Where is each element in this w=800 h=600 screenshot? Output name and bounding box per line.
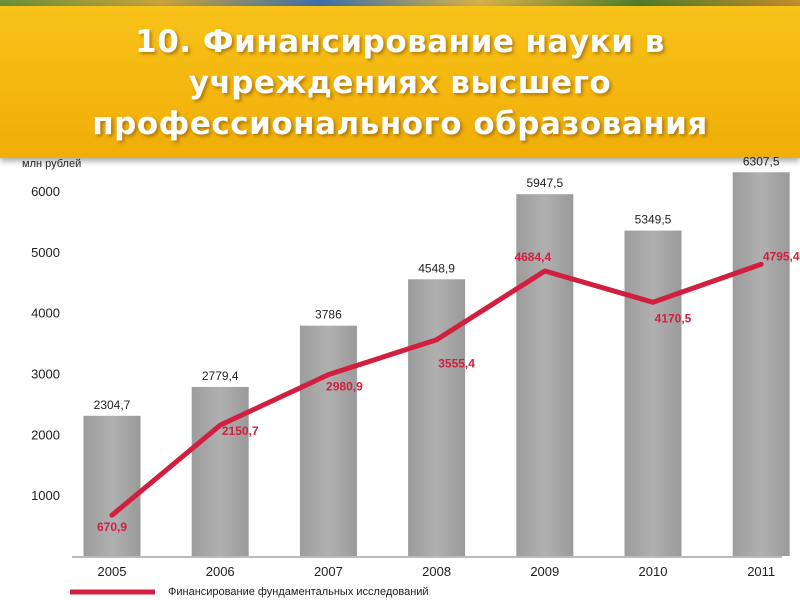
x-tick-label-2006: 2006 (206, 564, 235, 579)
axes-group: млн рублей 1000 2000 3000 4000 5000 6000 2005 20… (22, 158, 782, 579)
y-axis-label: млн рублей (22, 158, 81, 170)
bar-value-label-2006: 2779,4 (202, 369, 239, 383)
funding-chart: 2304,7 2779,4 3786 4548,9 5947,5 5349,5 6307,5… (22, 154, 800, 598)
y-tick-label-6000: 6000 (31, 184, 60, 199)
x-tick-label-2005: 2005 (98, 564, 127, 579)
decorative-top-strip (0, 0, 800, 10)
line-value-label-2010: 4170,5 (655, 311, 692, 325)
line-labels-group: 670,9 2150,7 2980,9 3555,4 4684,4 4170,5 4795,… (97, 249, 800, 534)
bar-2009 (516, 194, 574, 556)
x-tick-label-2011: 2011 (747, 564, 775, 579)
y-tick-label-1000: 1000 (31, 488, 60, 503)
x-tick-label-2010: 2010 (639, 564, 668, 579)
line-value-label-2006: 2150,7 (222, 424, 259, 438)
x-tick-label-2007: 2007 (314, 564, 343, 579)
bar-value-label-2011: 6307,5 (743, 154, 780, 168)
title-banner: 10. Финансирование науки в учреждениях в… (0, 6, 800, 158)
bar-value-label-2010: 5349,5 (635, 213, 672, 227)
y-tick-label-2000: 2000 (31, 427, 60, 442)
bar-2008 (408, 279, 466, 556)
bar-value-label-2007: 3786 (315, 308, 342, 322)
bar-value-label-2008: 4548,9 (418, 261, 455, 275)
bar-2006 (191, 386, 249, 556)
line-value-label-2007: 2980,9 (326, 380, 363, 394)
line-group (109, 261, 764, 518)
bar-value-label-2005: 2304,7 (94, 398, 131, 412)
legend-label: Финансирование фундаментальных исследова… (168, 586, 429, 598)
legend-group: Финансирование фундаментальных исследова… (70, 586, 429, 598)
chart-area: 2304,7 2779,4 3786 4548,9 5947,5 5349,5 6307,5… (0, 150, 800, 600)
line-value-label-2005: 670,9 (97, 520, 127, 534)
line-value-label-2008: 3555,4 (438, 357, 475, 371)
bars-group (83, 172, 790, 556)
y-tick-label-3000: 3000 (31, 367, 60, 382)
bar-2007 (299, 325, 357, 556)
line-value-label-2011: 4795,4 (763, 249, 800, 263)
bar-value-label-2009: 5947,5 (526, 176, 563, 190)
bar-2011 (732, 172, 790, 556)
y-tick-label-5000: 5000 (31, 245, 60, 260)
y-tick-label-4000: 4000 (31, 306, 60, 321)
bar-labels-group: 2304,7 2779,4 3786 4548,9 5947,5 5349,5 6307,5 (94, 154, 780, 412)
bar-2010 (624, 230, 682, 556)
line-value-label-2009: 4684,4 (514, 250, 551, 264)
slide-title: 10. Финансирование науки в учреждениях в… (92, 23, 708, 142)
x-tick-label-2008: 2008 (422, 564, 451, 579)
fundamental-research-line (109, 261, 764, 518)
x-tick-label-2009: 2009 (530, 564, 559, 579)
bar-2005 (83, 415, 141, 556)
